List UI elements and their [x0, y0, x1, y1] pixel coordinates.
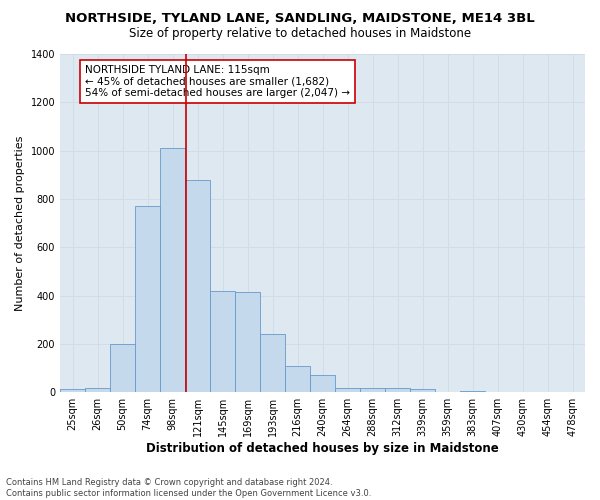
Text: Contains HM Land Registry data © Crown copyright and database right 2024.
Contai: Contains HM Land Registry data © Crown c… [6, 478, 371, 498]
Bar [160, 148, 185, 392]
Bar [410, 388, 435, 392]
Bar [385, 388, 410, 392]
Text: NORTHSIDE TYLAND LANE: 115sqm
← 45% of detached houses are smaller (1,682)
54% o: NORTHSIDE TYLAND LANE: 115sqm ← 45% of d… [85, 65, 350, 98]
Bar [235, 292, 260, 392]
Bar [110, 344, 135, 393]
Bar [85, 388, 110, 392]
Text: NORTHSIDE, TYLAND LANE, SANDLING, MAIDSTONE, ME14 3BL: NORTHSIDE, TYLAND LANE, SANDLING, MAIDST… [65, 12, 535, 26]
Bar [210, 291, 235, 392]
Bar [460, 391, 485, 392]
Bar [60, 388, 85, 392]
Bar [135, 206, 160, 392]
Y-axis label: Number of detached properties: Number of detached properties [15, 136, 25, 311]
Bar [335, 388, 360, 392]
Bar [260, 334, 285, 392]
Bar [285, 366, 310, 392]
Bar [360, 388, 385, 392]
X-axis label: Distribution of detached houses by size in Maidstone: Distribution of detached houses by size … [146, 442, 499, 455]
Text: Size of property relative to detached houses in Maidstone: Size of property relative to detached ho… [129, 28, 471, 40]
Bar [185, 180, 210, 392]
Bar [310, 376, 335, 392]
